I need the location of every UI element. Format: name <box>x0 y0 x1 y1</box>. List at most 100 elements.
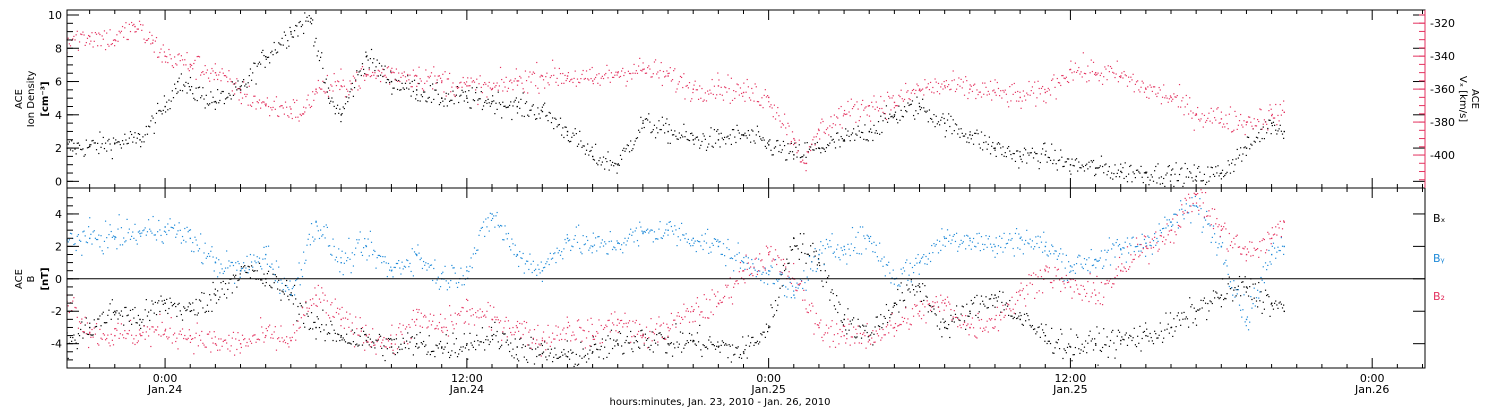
top-series-1-sample <box>413 75 416 77</box>
bottom-series-1-sample <box>1237 289 1239 291</box>
top-series-1-sample <box>339 88 341 91</box>
bottom-series-2-sample <box>365 324 367 326</box>
top-series-0-sample <box>91 140 93 142</box>
top-series-0-sample <box>1227 160 1229 162</box>
bottom-series-0-sample <box>1211 302 1213 305</box>
top-series-1-sample <box>652 73 654 75</box>
bottom-series-0-sample <box>479 341 481 343</box>
top-series-0-point-23 <box>591 155 594 158</box>
bottom-series-0-sample <box>529 347 531 349</box>
top-series-0-sample <box>74 148 76 150</box>
top-series-0-sample <box>436 82 438 84</box>
bottom-series-1-sample <box>790 297 792 299</box>
bottom-series-2-sample <box>386 338 388 340</box>
bottom-series-1-sample <box>993 243 995 245</box>
top-series-1-sample <box>693 84 695 86</box>
bottom-series-0-sample <box>333 329 335 331</box>
top-series-0-sample <box>524 102 527 105</box>
bottom-series-1-sample <box>771 266 773 269</box>
bottom-series-2-sample <box>408 324 410 326</box>
bottom-series-0-sample <box>162 303 164 306</box>
bottom-series-1-sample <box>926 263 928 265</box>
top-series-0-sample <box>995 155 997 158</box>
bottom-series-2-sample <box>504 320 506 322</box>
top-series-0-sample <box>948 113 950 115</box>
top-series-0-sample <box>299 20 301 23</box>
bottom-series-0-sample <box>613 339 615 341</box>
bottom-series-0-sample <box>224 283 227 285</box>
bottom-series-2-sample <box>330 304 332 306</box>
bottom-series-0-sample <box>167 312 169 315</box>
bottom-series-1-sample <box>286 284 288 287</box>
bottom-series-1-sample <box>227 267 229 269</box>
bottom-series-2-sample <box>399 323 401 325</box>
top-series-1-sample <box>972 84 975 86</box>
bottom-series-1-sample <box>1243 294 1245 296</box>
bottom-series-1-sample <box>991 246 993 248</box>
bottom-series-0-sample <box>980 295 983 297</box>
bottom-series-1-sample <box>911 266 914 269</box>
top-series-0-sample <box>416 94 418 96</box>
top-series-1-sample <box>288 116 290 118</box>
top-series-0-sample <box>369 58 371 60</box>
bottom-series-1-sample <box>555 261 557 264</box>
top-series-1-sample <box>562 72 564 75</box>
bottom-series-0-sample <box>398 346 400 348</box>
top-series-1-sample <box>1103 76 1105 78</box>
top-series-1-sample <box>1195 114 1198 116</box>
bottom-series-2-point-8 <box>265 334 267 337</box>
bottom-series-2-sample <box>174 332 176 334</box>
bottom-series-1-sample <box>1092 264 1095 266</box>
bottom-series-2-sample <box>278 337 280 339</box>
top-series-0-sample <box>771 154 773 156</box>
top-series-0-sample <box>1238 154 1241 156</box>
top-series-1-sample <box>916 83 918 85</box>
top-series-0-sample <box>329 102 331 104</box>
top-series-0-sample <box>443 105 445 107</box>
bottom-series-1-sample <box>1121 253 1123 255</box>
top-series-1-sample <box>842 115 845 117</box>
bottom-series-0-sample <box>1032 328 1035 331</box>
top-series-1-sample <box>813 136 815 138</box>
bottom-series-2-sample <box>496 316 498 318</box>
top-series-1-sample <box>1186 103 1189 105</box>
bottom-series-2-sample <box>395 334 398 336</box>
top-series-0-sample <box>834 147 837 149</box>
bottom-series-2-sample <box>296 330 298 332</box>
top-series-0-sample <box>996 143 998 145</box>
top-series-1-sample <box>649 68 651 70</box>
bottom-series-1-sample <box>1201 231 1203 233</box>
top-series-0-sample <box>155 112 158 114</box>
top-series-1-sample <box>221 68 223 70</box>
top-series-0-point-50 <box>1270 122 1273 124</box>
top-series-1-sample <box>897 105 899 107</box>
top-series-1-sample <box>412 69 414 71</box>
bottom-series-1-sample <box>860 253 863 255</box>
top-series-0-sample <box>516 112 519 114</box>
top-series-1-sample <box>883 100 885 102</box>
top-series-0-sample <box>760 138 762 140</box>
bottom-series-1-sample <box>707 228 709 230</box>
bottom-series-2-sample <box>154 329 156 331</box>
top-series-0-sample <box>1060 149 1062 151</box>
bottom-series-0-sample <box>203 292 205 294</box>
top-series-1-point-25 <box>642 68 644 71</box>
bottom-series-0-sample <box>505 341 507 343</box>
top-series-1-sample <box>550 75 553 77</box>
top-series-1-sample <box>187 68 189 70</box>
top-series-1-sample <box>1129 81 1131 83</box>
top-series-0-sample <box>581 146 583 148</box>
top-series-0-point-45 <box>1145 172 1147 174</box>
top-series-1-sample <box>1077 70 1079 72</box>
top-series-1-sample <box>298 120 300 122</box>
bottom-series-1-sample <box>1086 259 1088 261</box>
bottom-series-1-sample <box>920 257 923 259</box>
bottom-series-1-sample <box>820 241 822 243</box>
top-series-1-sample <box>761 97 763 99</box>
bottom-series-1-sample <box>389 269 391 271</box>
top-series-0-sample <box>289 26 291 29</box>
bottom-series-2-point-18 <box>516 326 518 329</box>
bottom-series-1-sample <box>102 253 104 255</box>
bottom-series-1-sample <box>118 214 120 216</box>
